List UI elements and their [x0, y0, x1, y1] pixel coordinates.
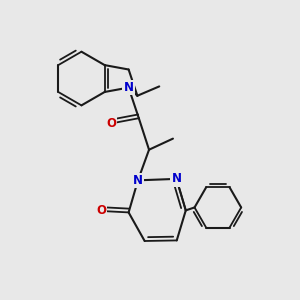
Text: O: O: [106, 117, 116, 130]
Text: N: N: [124, 81, 134, 94]
Text: O: O: [96, 205, 106, 218]
Text: N: N: [133, 174, 143, 187]
Text: N: N: [171, 172, 182, 185]
